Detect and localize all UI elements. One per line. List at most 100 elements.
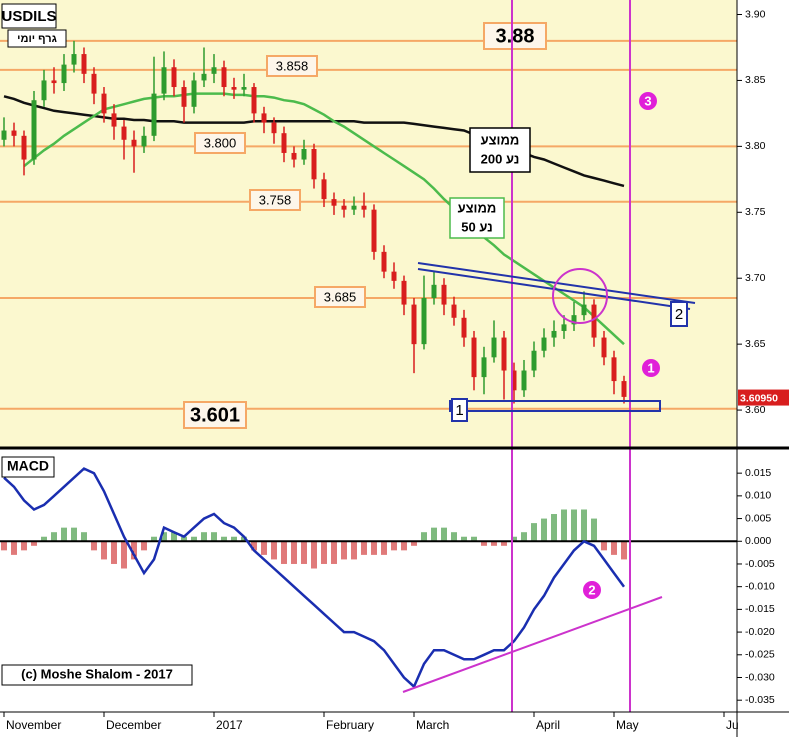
candle-body [391, 271, 397, 281]
y-tick-label: 3.60 [745, 404, 766, 416]
x-tick-label: February [326, 718, 374, 732]
candle-body [401, 280, 407, 305]
box-label-bg [670, 301, 688, 327]
candle-body [181, 87, 187, 107]
level-label-bg [194, 132, 246, 154]
candle-body [11, 130, 17, 136]
candle-body [211, 67, 217, 74]
y-tick-label: 0.015 [745, 467, 771, 479]
candle-body [81, 54, 87, 74]
candle-body [351, 205, 357, 210]
candle-body [131, 139, 137, 147]
chart-subtitle: גרף יומי [17, 33, 57, 45]
candle-body [1, 130, 7, 140]
candle-body [271, 122, 277, 134]
candle-body [201, 73, 207, 81]
levels: 3.88 3.858 3.800 3.758 3.685 3.601 [0, 22, 737, 429]
candle-body [61, 64, 67, 84]
subtitle-bg [7, 29, 67, 48]
candle-body [241, 87, 247, 90]
candle-body [291, 152, 297, 160]
candle-body [91, 73, 97, 94]
level-label: 3.758 [259, 192, 292, 207]
candle-body [521, 370, 527, 391]
candle-body [411, 304, 417, 345]
y-tick-label: 0.010 [745, 490, 771, 502]
candle-body [51, 80, 57, 84]
candle-body [111, 113, 117, 127]
x-tick-label: April [536, 718, 560, 732]
candle-body [361, 205, 367, 210]
candle-body [561, 324, 567, 331]
y-tick-label: 3.65 [745, 338, 766, 350]
candle-body [421, 298, 427, 345]
candle-body [191, 80, 197, 107]
macd-line [3, 467, 626, 689]
price-panel-bg [0, 0, 737, 447]
candle-body [21, 135, 27, 160]
ma-label: נע 50 [461, 219, 492, 234]
candle-body [231, 87, 237, 90]
candle-body [381, 251, 387, 272]
box-label-bg [451, 398, 468, 422]
candle-body [511, 370, 517, 391]
candle-body [611, 357, 617, 382]
support-box [449, 400, 661, 412]
level-label-bg [483, 22, 547, 50]
candle-body [431, 284, 437, 298]
candle-body [341, 205, 347, 210]
y-tick-label: -0.005 [745, 558, 775, 570]
moving-average-line [23, 92, 625, 346]
candle-body [321, 179, 327, 200]
candle-body [121, 126, 127, 140]
y-tick-label: 0.000 [745, 535, 771, 547]
copyright-bg [1, 664, 193, 686]
y-tick-label: -0.035 [745, 694, 775, 706]
level-label: 3.800 [204, 135, 237, 150]
candle-body [461, 317, 467, 338]
level-label-bg [314, 286, 366, 308]
y-tick-label: -0.020 [745, 626, 775, 638]
level-label: 3.858 [276, 58, 309, 73]
y-tick-label: 0.005 [745, 512, 771, 524]
candle-body [371, 209, 377, 252]
candle-body [31, 100, 37, 160]
x-tick-label: November [6, 718, 61, 732]
circled-label: 2 [588, 582, 595, 597]
candle-body [141, 135, 147, 147]
circled-marker [639, 92, 657, 110]
ma-label: ממוצע [458, 200, 497, 215]
candle-body [161, 67, 167, 94]
y-tick-label: -0.030 [745, 671, 775, 683]
candle-body [221, 67, 227, 88]
candle-body [331, 199, 337, 206]
candle-body [301, 149, 307, 160]
circled-marker [642, 359, 660, 377]
ma-label-bg [469, 127, 531, 173]
circled-marker [583, 581, 601, 599]
candle-body [311, 149, 317, 180]
x-tick-label: March [416, 718, 449, 732]
circled-label: 1 [647, 360, 654, 375]
candle-body [71, 54, 77, 65]
candle-body [41, 80, 47, 101]
x-tick-label: 2017 [216, 718, 243, 732]
last-price-label: 3.60950 [740, 392, 778, 404]
candle-body [441, 284, 447, 305]
level-label: 3.88 [496, 25, 535, 47]
candle-body [281, 133, 287, 153]
y-tick-label: 3.80 [745, 140, 766, 152]
y-tick-label: 3.85 [745, 74, 766, 86]
macd-title: MACD [7, 458, 49, 474]
level-label-bg [266, 55, 318, 77]
candle-body [171, 67, 177, 88]
y-tick-label: -0.010 [745, 580, 775, 592]
x-tick-label: May [616, 718, 639, 732]
candle-body [581, 304, 587, 316]
chart-title: USDILS [1, 8, 56, 25]
circled-label: 3 [644, 93, 651, 108]
candle-body [101, 93, 107, 114]
macd-trend-line [402, 596, 663, 693]
candle-body [531, 350, 537, 371]
